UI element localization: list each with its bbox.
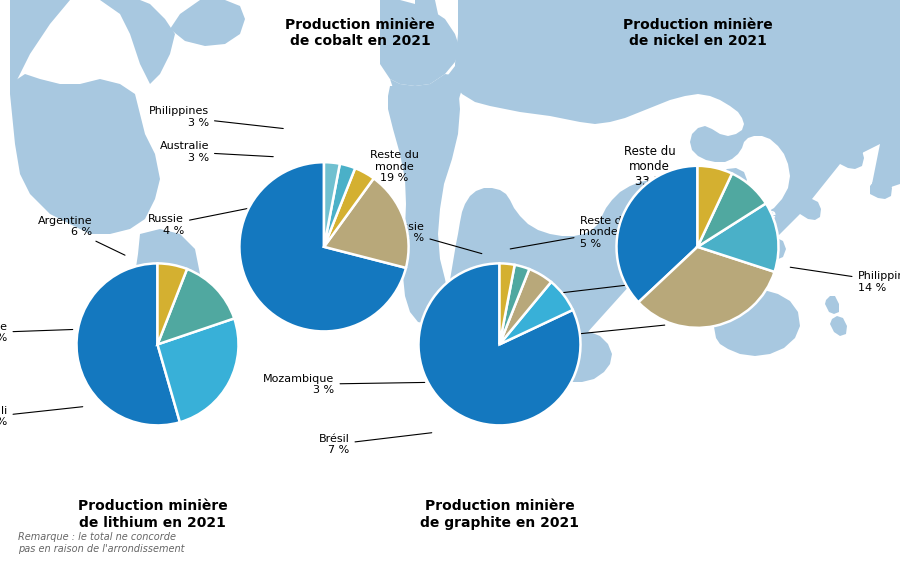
Polygon shape <box>390 74 462 116</box>
Text: Philippines
14 %: Philippines 14 % <box>790 267 900 293</box>
Text: Production minière
de cobalt en 2021: Production minière de cobalt en 2021 <box>285 18 435 48</box>
Wedge shape <box>500 269 551 344</box>
Polygon shape <box>448 0 900 421</box>
Text: Remarque : le total ne concorde
pas en raison de l'arrondissement: Remarque : le total ne concorde pas en r… <box>18 532 184 553</box>
Wedge shape <box>324 179 409 268</box>
Wedge shape <box>500 282 572 344</box>
Text: Australie
3 %: Australie 3 % <box>159 141 274 162</box>
Text: Production minière
de lithium en 2021: Production minière de lithium en 2021 <box>77 499 228 530</box>
Polygon shape <box>10 74 160 234</box>
Text: Nouvelle-
Calédonie
7 %: Nouvelle- Calédonie 7 % <box>457 285 626 319</box>
Text: Chine
14 %: Chine 14 % <box>0 321 73 343</box>
Polygon shape <box>415 0 438 34</box>
Polygon shape <box>825 296 839 314</box>
Wedge shape <box>500 265 529 344</box>
Text: Reste du
monde
33 %: Reste du monde 33 % <box>624 145 675 188</box>
Wedge shape <box>324 162 340 247</box>
Polygon shape <box>380 0 460 86</box>
Text: Russie
4 %: Russie 4 % <box>148 207 253 235</box>
Wedge shape <box>500 263 515 344</box>
Polygon shape <box>714 290 800 356</box>
Polygon shape <box>800 136 816 152</box>
Wedge shape <box>698 173 766 247</box>
Text: Russie
9 %: Russie 9 % <box>532 325 665 348</box>
Wedge shape <box>324 164 356 247</box>
Text: Mozambique
3 %: Mozambique 3 % <box>264 374 425 395</box>
Wedge shape <box>698 203 778 272</box>
Wedge shape <box>239 162 406 331</box>
Text: Russie
3 %: Russie 3 % <box>389 222 482 254</box>
Text: Reste du
monde
5 %: Reste du monde 5 % <box>510 216 628 249</box>
Wedge shape <box>616 166 698 302</box>
Text: Philippines
3 %: Philippines 3 % <box>148 106 284 129</box>
Wedge shape <box>158 319 239 422</box>
Text: Brésil
7 %: Brésil 7 % <box>319 433 432 455</box>
Polygon shape <box>135 229 200 379</box>
Polygon shape <box>463 244 482 289</box>
Text: République
démocratique
du Congo
71 %: République démocratique du Congo 71 % <box>293 228 385 286</box>
Text: Production minière
de nickel en 2021: Production minière de nickel en 2021 <box>623 18 772 48</box>
Wedge shape <box>158 269 234 344</box>
Text: Production minière
de graphite en 2021: Production minière de graphite en 2021 <box>420 499 579 530</box>
Text: Australie
55 %: Australie 55 % <box>146 343 209 370</box>
Polygon shape <box>830 316 847 336</box>
Wedge shape <box>158 263 187 344</box>
Text: Indonésie
37 %: Indonésie 37 % <box>708 208 777 236</box>
Text: Argentine
6 %: Argentine 6 % <box>38 216 125 255</box>
Polygon shape <box>388 66 460 324</box>
Wedge shape <box>698 166 732 247</box>
Polygon shape <box>10 0 175 94</box>
Text: Chine
82%: Chine 82% <box>488 351 532 382</box>
Text: Chili
26 %: Chili 26 % <box>0 406 83 427</box>
Text: Reste du
monde
19 %: Reste du monde 19 % <box>370 150 418 184</box>
Wedge shape <box>324 168 374 247</box>
Wedge shape <box>76 263 180 425</box>
Polygon shape <box>170 0 245 46</box>
Wedge shape <box>418 263 580 425</box>
Wedge shape <box>638 247 775 328</box>
